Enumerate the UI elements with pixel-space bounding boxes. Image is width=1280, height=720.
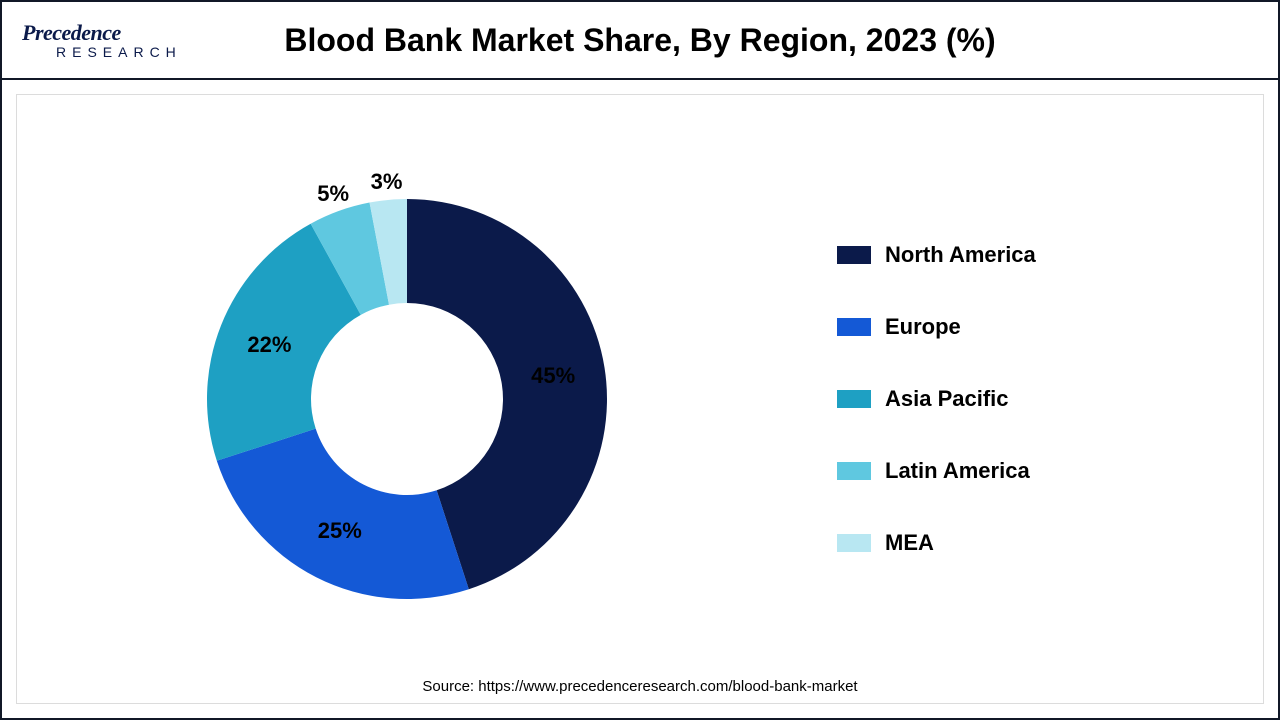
logo-text-bottom: RESEARCH [56, 44, 192, 60]
source-text: Source: https://www.precedenceresearch.c… [17, 678, 1263, 695]
legend-label: Asia Pacific [885, 386, 1009, 412]
chart-area: 45% 25% 22% 5% 3% [17, 95, 797, 703]
legend: North America Europe Asia Pacific Latin Ame… [797, 95, 1263, 703]
legend-swatch [837, 318, 871, 336]
legend-label: North America [885, 242, 1036, 268]
page-container: Precedence RESEARCH Blood Bank Market Sh… [0, 0, 1280, 720]
slice-label: 5% [317, 181, 349, 207]
chart-body: 45% 25% 22% 5% 3% North America Europe Asia Pa… [16, 94, 1264, 704]
slice-label: 3% [371, 169, 403, 195]
page-title: Blood Bank Market Share, By Region, 2023… [192, 22, 1258, 59]
slice-label: 45% [531, 363, 575, 389]
legend-item: Asia Pacific [837, 386, 1263, 412]
legend-swatch [837, 390, 871, 408]
logo-text-top: Precedence [22, 20, 192, 46]
slice-label: 22% [247, 332, 291, 358]
legend-item: MEA [837, 530, 1263, 556]
legend-swatch [837, 462, 871, 480]
legend-swatch [837, 246, 871, 264]
legend-swatch [837, 534, 871, 552]
legend-label: Europe [885, 314, 961, 340]
legend-label: Latin America [885, 458, 1030, 484]
legend-label: MEA [885, 530, 934, 556]
donut-slice [217, 429, 469, 599]
brand-logo: Precedence RESEARCH [22, 15, 192, 65]
donut-wrap: 45%25%22%5%3% [197, 189, 617, 609]
legend-item: Europe [837, 314, 1263, 340]
donut-chart [197, 189, 617, 609]
legend-item: North America [837, 242, 1263, 268]
header-bar: Precedence RESEARCH Blood Bank Market Sh… [2, 2, 1278, 80]
legend-item: Latin America [837, 458, 1263, 484]
slice-label: 25% [318, 518, 362, 544]
